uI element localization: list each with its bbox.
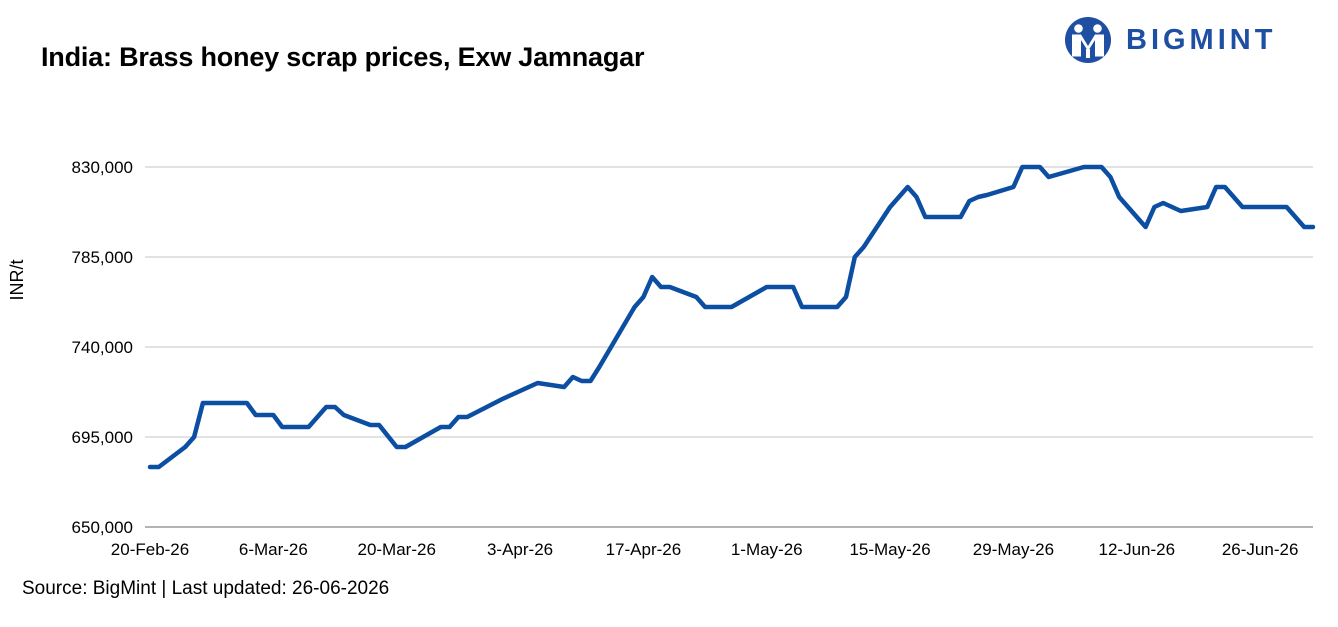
x-axis-tick-labels: 20-Feb-26 6-Mar-26 20-Mar-26 3-Apr-26 17-Apr… xyxy=(111,540,1299,559)
brand-logo: BIGMINT xyxy=(1064,16,1276,64)
source-note: Source: BigMint | Last updated: 26-06-20… xyxy=(22,578,390,599)
y-tick-label: 830,000 xyxy=(72,158,133,177)
y-tick-label: 740,000 xyxy=(72,338,133,357)
x-tick-label: 12-Jun-26 xyxy=(1099,540,1176,559)
bigmint-logo-icon xyxy=(1065,17,1111,63)
y-tick-label: 650,000 xyxy=(72,518,133,537)
chart-title: India: Brass honey scrap prices, Exw Jam… xyxy=(41,42,645,72)
x-tick-label: 15-May-26 xyxy=(849,540,930,559)
y-axis-tick-labels: 650,000 695,000 740,000 785,000 830,000 xyxy=(72,158,133,537)
gridlines xyxy=(145,166,1313,528)
y-tick-label: 695,000 xyxy=(72,428,133,447)
y-axis-title: INR/t xyxy=(7,259,27,300)
x-tick-label: 17-Apr-26 xyxy=(606,540,682,559)
x-tick-label: 29-May-26 xyxy=(973,540,1054,559)
x-tick-label: 3-Apr-26 xyxy=(487,540,553,559)
brand-name: BIGMINT xyxy=(1126,23,1277,56)
x-tick-label: 1-May-26 xyxy=(731,540,803,559)
x-tick-label: 20-Mar-26 xyxy=(357,540,435,559)
x-tick-label: 6-Mar-26 xyxy=(239,540,308,559)
line-chart: 650,000 695,000 740,000 785,000 830,000 20-F… xyxy=(7,158,1316,559)
x-tick-label: 20-Feb-26 xyxy=(111,540,189,559)
x-tick-label: 26-Jun-26 xyxy=(1222,540,1299,559)
y-tick-label: 785,000 xyxy=(72,248,133,267)
price-series-line xyxy=(147,164,1316,470)
